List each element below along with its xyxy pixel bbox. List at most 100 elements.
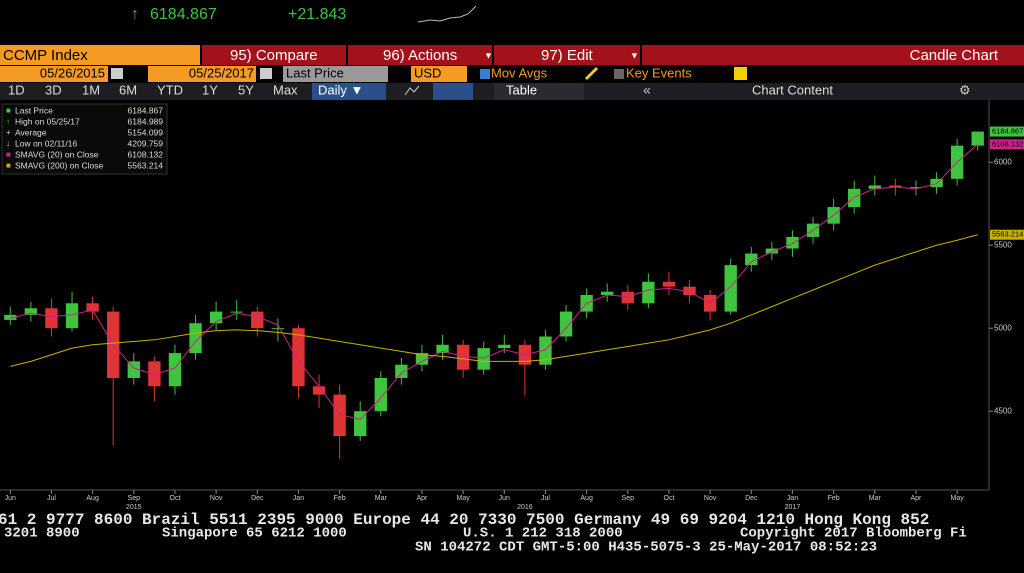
dropdown-arrow: ▼ bbox=[630, 50, 639, 60]
line-icon[interactable] bbox=[404, 85, 420, 96]
chart: 4500 5000 5500 6000 Jun Jul Aug Sep Oct Nov Dec Jan… bbox=[0, 100, 1024, 511]
end-date-box[interactable] bbox=[148, 66, 256, 82]
collapse-icon[interactable]: « bbox=[643, 82, 651, 98]
legend-label: SMAVG (20) on Close bbox=[15, 149, 99, 159]
x-tick-label: Jan bbox=[293, 495, 304, 502]
legend-marker: ↑ bbox=[6, 117, 10, 126]
candle-body bbox=[765, 248, 779, 254]
currency-box[interactable] bbox=[411, 66, 467, 82]
x-tick-label: Dec bbox=[251, 495, 264, 502]
x-tick-label: Jun bbox=[5, 495, 16, 502]
legend-label: Average bbox=[15, 127, 47, 137]
candle-body bbox=[456, 344, 470, 370]
period-button[interactable]: 5Y bbox=[238, 82, 254, 97]
x-tick-label: Jan bbox=[787, 495, 798, 502]
calendar-icon[interactable] bbox=[111, 68, 123, 79]
y-tick-label: 4500 bbox=[994, 406, 1012, 415]
candle-body bbox=[848, 188, 861, 208]
legend-box bbox=[1, 103, 168, 175]
year-label: 2017 bbox=[785, 504, 801, 511]
field: Last Price bbox=[286, 65, 344, 80]
candle-body bbox=[127, 361, 140, 378]
candle-body bbox=[971, 131, 984, 146]
candle-body bbox=[251, 311, 264, 329]
period-button[interactable]: 1D bbox=[8, 82, 25, 97]
legend-marker: ■ bbox=[6, 106, 11, 115]
value-tag-label: 5563.214 bbox=[992, 230, 1023, 239]
period-button[interactable]: 6M bbox=[119, 82, 137, 97]
compare: 95) Compare bbox=[230, 47, 318, 64]
legend-label: High on 05/25/17 bbox=[15, 116, 80, 126]
candle-body bbox=[312, 386, 326, 395]
info-icon[interactable] bbox=[734, 67, 747, 80]
field-box[interactable] bbox=[283, 66, 388, 82]
frequency-button[interactable] bbox=[312, 83, 386, 100]
ticker-text: 3201 8900 bbox=[4, 526, 80, 542]
legend-marker: + bbox=[6, 128, 11, 137]
legend-marker: ■ bbox=[6, 161, 11, 170]
start-date-box[interactable] bbox=[0, 66, 108, 82]
x-tick-label: Aug bbox=[580, 495, 593, 502]
period-buttons: 1D 3D 1M 6M YTD 1Y 5Y Max bbox=[8, 82, 298, 97]
candle-body bbox=[868, 185, 881, 189]
candle-body bbox=[436, 344, 449, 354]
period-button[interactable]: 3D bbox=[45, 82, 62, 97]
ticker-text: Singapore 65 6212 1000 bbox=[162, 526, 347, 542]
ticker-text: U.S. 1 212 318 2000 bbox=[463, 526, 623, 542]
calendar-icon[interactable] bbox=[260, 68, 272, 79]
edit-button[interactable] bbox=[494, 45, 640, 65]
candle-body bbox=[662, 281, 676, 287]
period-button[interactable]: 1M bbox=[82, 82, 100, 97]
candle-body bbox=[45, 308, 58, 329]
price-arrow: ↑ bbox=[131, 6, 139, 23]
security: CCMP Index bbox=[3, 47, 88, 64]
value-tag bbox=[990, 139, 1024, 150]
legend-marker: ■ bbox=[6, 150, 11, 159]
candle-body bbox=[539, 336, 552, 365]
candle-body bbox=[395, 364, 408, 378]
candle-body bbox=[374, 377, 387, 412]
period-button[interactable]: YTD bbox=[157, 82, 183, 97]
checkbox[interactable] bbox=[614, 69, 624, 79]
actions-button[interactable] bbox=[348, 45, 492, 65]
compare-button[interactable] bbox=[202, 45, 346, 65]
candle-body bbox=[148, 361, 161, 387]
candle-body bbox=[724, 265, 737, 312]
period-button[interactable]: 1Y bbox=[202, 82, 218, 97]
period-button[interactable]: Max bbox=[273, 82, 298, 97]
candle-body bbox=[292, 328, 305, 387]
candle-body bbox=[498, 344, 511, 349]
year-label: 2015 bbox=[126, 504, 142, 511]
dropdown-arrow: ▼ bbox=[484, 50, 493, 60]
x-tick-label: Sep bbox=[128, 495, 141, 502]
table-button[interactable] bbox=[494, 83, 584, 100]
legend-label: SMAVG (200) on Close bbox=[15, 160, 103, 170]
candle-body bbox=[642, 281, 655, 304]
legend-value: 6184.989 bbox=[128, 116, 164, 126]
x-tick-label: Mar bbox=[869, 495, 882, 502]
moving-average-line bbox=[10, 143, 979, 421]
x-tick-label: Jul bbox=[47, 495, 56, 502]
pencil-icon[interactable] bbox=[584, 66, 599, 81]
candle-body bbox=[65, 303, 79, 329]
legend-value: 4209.759 bbox=[128, 138, 164, 148]
value-tag-label: 6108.132 bbox=[992, 139, 1023, 148]
candle-body bbox=[930, 178, 943, 188]
checkbox[interactable] bbox=[480, 69, 490, 79]
legend-value: 6184.867 bbox=[128, 105, 164, 115]
candle-icon-button[interactable] bbox=[433, 83, 473, 100]
x-tick-label: Feb bbox=[334, 495, 346, 502]
chart-content[interactable]: Chart Content bbox=[752, 82, 833, 97]
y-tick-label: 6000 bbox=[994, 157, 1012, 166]
legend-value: 5563.214 bbox=[128, 160, 164, 170]
key-events: Key Events bbox=[626, 65, 692, 80]
legend-value: 6108.132 bbox=[128, 149, 164, 159]
candle-body bbox=[786, 236, 799, 249]
candle-body bbox=[621, 291, 634, 304]
legend-marker: ↓ bbox=[6, 139, 10, 148]
security-box[interactable] bbox=[0, 45, 200, 65]
legend-label: Last Price bbox=[15, 105, 53, 115]
settings-icon[interactable]: ⚙ bbox=[959, 82, 971, 97]
mov-avgs: Mov Avgs bbox=[491, 65, 548, 80]
